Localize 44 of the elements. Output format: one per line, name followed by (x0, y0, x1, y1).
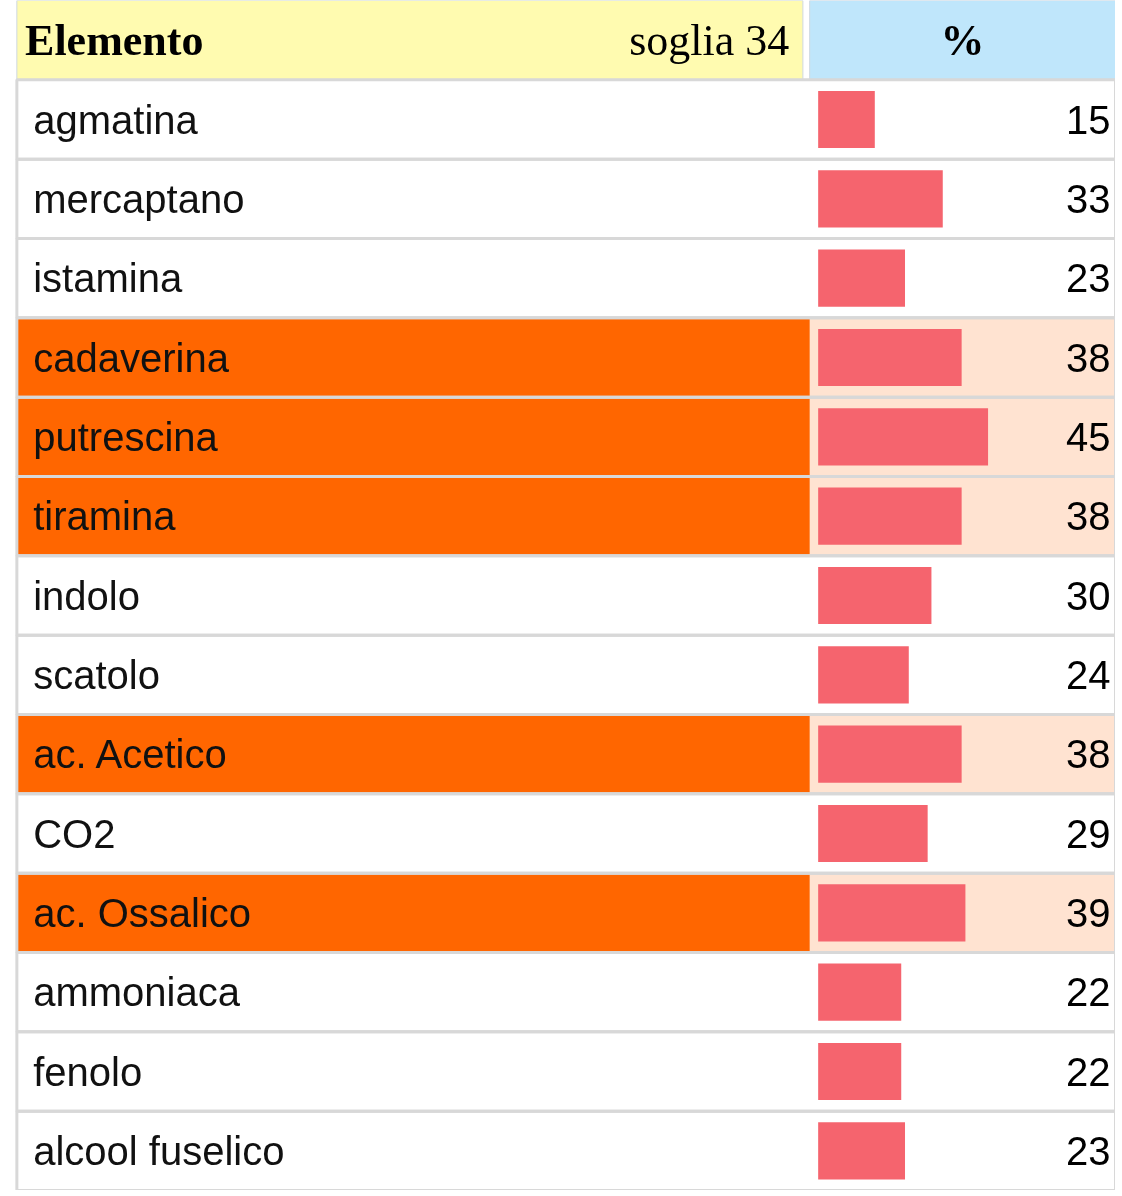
y-axis-title: Elemento (25, 15, 204, 65)
data-label: 33 (1065, 176, 1111, 221)
y-tick-label: istamina (33, 256, 183, 301)
y-tick-label: indolo (33, 573, 140, 618)
y-tick-label: alcool fuselico (33, 1128, 285, 1173)
y-tick-label: fenolo (33, 1049, 143, 1094)
y-tick-label: agmatina (33, 97, 199, 142)
data-label: 45 (1065, 414, 1111, 459)
data-label: 22 (1065, 970, 1111, 1015)
data-label: 22 (1065, 1049, 1111, 1094)
data-label: 39 (1065, 890, 1111, 935)
data-label: 30 (1065, 573, 1111, 618)
bar (818, 1042, 902, 1101)
bar (818, 90, 875, 149)
y-tick-label: putrescina (33, 414, 219, 459)
text: soglia 34 (629, 15, 790, 65)
bar (818, 725, 962, 783)
bar (818, 170, 943, 228)
bar (818, 804, 928, 863)
bar (818, 566, 932, 625)
y-tick-label: ac. Ossalico (33, 890, 252, 935)
bar (818, 1122, 906, 1180)
data-label: 15 (1065, 97, 1111, 142)
data-label: 23 (1065, 256, 1111, 301)
data-label: 38 (1065, 494, 1111, 539)
y-tick-label: ammoniaca (33, 970, 241, 1015)
bar (818, 884, 966, 942)
y-tick-label: tiramina (33, 494, 177, 539)
data-label: 24 (1065, 652, 1111, 697)
x-axis-title: % (940, 15, 985, 65)
bar (818, 963, 902, 1021)
y-tick-label: mercaptano (33, 176, 245, 221)
y-tick-label: ac. Acetico (33, 732, 227, 777)
data-label: 29 (1065, 811, 1111, 856)
bar (818, 487, 962, 545)
data-label: 38 (1065, 732, 1111, 777)
bar (818, 249, 906, 307)
bar (818, 646, 909, 704)
y-tick-label: cadaverina (33, 335, 230, 380)
bar (818, 328, 962, 387)
y-tick-label: CO2 (33, 811, 116, 856)
data-label: 23 (1065, 1128, 1111, 1173)
data-label: 38 (1065, 335, 1111, 380)
y-tick-label: scatolo (33, 652, 160, 697)
